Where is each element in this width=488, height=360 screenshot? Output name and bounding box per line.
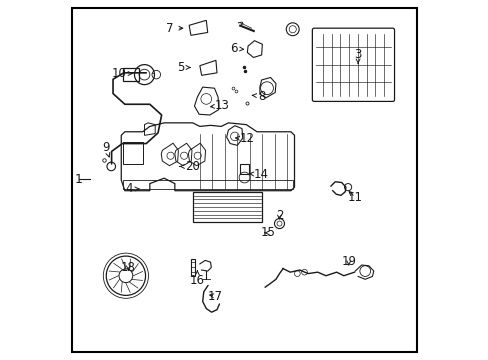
Text: 15: 15 — [260, 226, 275, 239]
Bar — [123, 180, 292, 189]
Text: 16: 16 — [189, 271, 204, 287]
Text: 18: 18 — [121, 261, 136, 274]
Text: 14: 14 — [249, 168, 268, 181]
Text: 3: 3 — [354, 48, 361, 64]
Bar — [240, 164, 248, 174]
Text: 4: 4 — [125, 183, 139, 195]
Text: 12: 12 — [235, 132, 254, 145]
Text: 20: 20 — [179, 160, 200, 173]
Text: 5: 5 — [177, 61, 190, 74]
Bar — [123, 68, 139, 81]
Text: 10: 10 — [111, 67, 132, 80]
Bar — [192, 192, 262, 222]
Text: 13: 13 — [210, 99, 229, 112]
Text: 6: 6 — [229, 42, 243, 55]
Bar — [190, 258, 195, 276]
Text: 8: 8 — [252, 90, 265, 103]
Text: 9: 9 — [102, 141, 109, 157]
Text: 1: 1 — [74, 173, 82, 186]
Text: 17: 17 — [207, 289, 222, 303]
Text: 7: 7 — [166, 22, 183, 35]
Text: 11: 11 — [347, 191, 362, 204]
Text: 19: 19 — [341, 255, 356, 268]
Text: 2: 2 — [275, 208, 283, 221]
